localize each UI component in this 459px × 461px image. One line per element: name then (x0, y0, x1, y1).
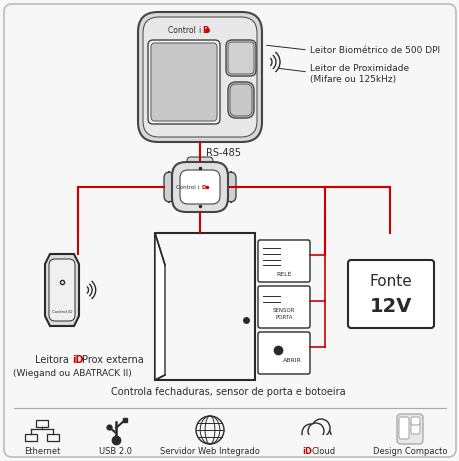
FancyBboxPatch shape (148, 40, 219, 124)
Text: D: D (202, 25, 208, 35)
Text: Design Compacto: Design Compacto (372, 448, 446, 456)
Text: Control: Control (168, 25, 197, 35)
FancyBboxPatch shape (257, 286, 309, 328)
FancyBboxPatch shape (143, 17, 257, 137)
Text: ABRIR: ABRIR (282, 357, 301, 362)
FancyBboxPatch shape (228, 82, 253, 118)
Bar (47, 434, 59, 441)
Text: iD: iD (72, 355, 84, 365)
FancyBboxPatch shape (179, 170, 219, 204)
FancyBboxPatch shape (4, 4, 455, 457)
Text: Control i: Control i (176, 184, 199, 189)
FancyBboxPatch shape (410, 417, 419, 425)
Text: i: i (197, 25, 200, 35)
Circle shape (302, 424, 319, 442)
Text: Leitor Biométrico de 500 DPI: Leitor Biométrico de 500 DPI (309, 46, 439, 54)
Text: Leitora: Leitora (35, 355, 72, 365)
Text: Ethernet: Ethernet (24, 448, 60, 456)
Text: Leitor de Proximidade
(Mifare ou 125kHz): Leitor de Proximidade (Mifare ou 125kHz) (309, 64, 408, 84)
Text: Control iD: Control iD (52, 310, 72, 314)
Bar (36, 420, 48, 427)
Bar (25, 434, 37, 441)
FancyBboxPatch shape (225, 172, 235, 202)
FancyBboxPatch shape (164, 172, 174, 202)
Text: RELÉ: RELÉ (276, 272, 291, 277)
Circle shape (316, 428, 330, 442)
Text: D: D (202, 184, 206, 189)
FancyBboxPatch shape (230, 84, 252, 116)
FancyBboxPatch shape (187, 157, 213, 165)
Text: (Wiegand ou ABATRACK II): (Wiegand ou ABATRACK II) (12, 368, 131, 378)
Text: SENSOR
PORTA: SENSOR PORTA (272, 308, 295, 319)
Text: Fonte: Fonte (369, 274, 411, 290)
FancyBboxPatch shape (410, 422, 419, 434)
FancyBboxPatch shape (257, 240, 309, 282)
Text: RS-485: RS-485 (206, 148, 241, 158)
FancyBboxPatch shape (228, 42, 253, 74)
Text: Controla fechaduras, sensor de porta e botoeira: Controla fechaduras, sensor de porta e b… (111, 387, 345, 397)
Circle shape (311, 419, 329, 437)
FancyBboxPatch shape (225, 40, 256, 76)
Text: iD: iD (302, 448, 311, 456)
FancyBboxPatch shape (396, 414, 422, 444)
FancyBboxPatch shape (49, 259, 75, 321)
Polygon shape (155, 233, 165, 380)
Polygon shape (45, 254, 79, 326)
FancyBboxPatch shape (398, 417, 408, 439)
Text: Cloud: Cloud (311, 448, 336, 456)
FancyBboxPatch shape (257, 332, 309, 374)
FancyBboxPatch shape (347, 260, 433, 328)
Text: Prox externa: Prox externa (82, 355, 144, 365)
Circle shape (308, 423, 323, 439)
Bar (302, 435, 333, 449)
Text: USB 2.0: USB 2.0 (99, 448, 132, 456)
Text: 12V: 12V (369, 296, 411, 315)
Text: Servidor Web Integrado: Servidor Web Integrado (160, 448, 259, 456)
FancyBboxPatch shape (172, 162, 228, 212)
FancyBboxPatch shape (138, 12, 262, 142)
FancyBboxPatch shape (151, 43, 217, 121)
